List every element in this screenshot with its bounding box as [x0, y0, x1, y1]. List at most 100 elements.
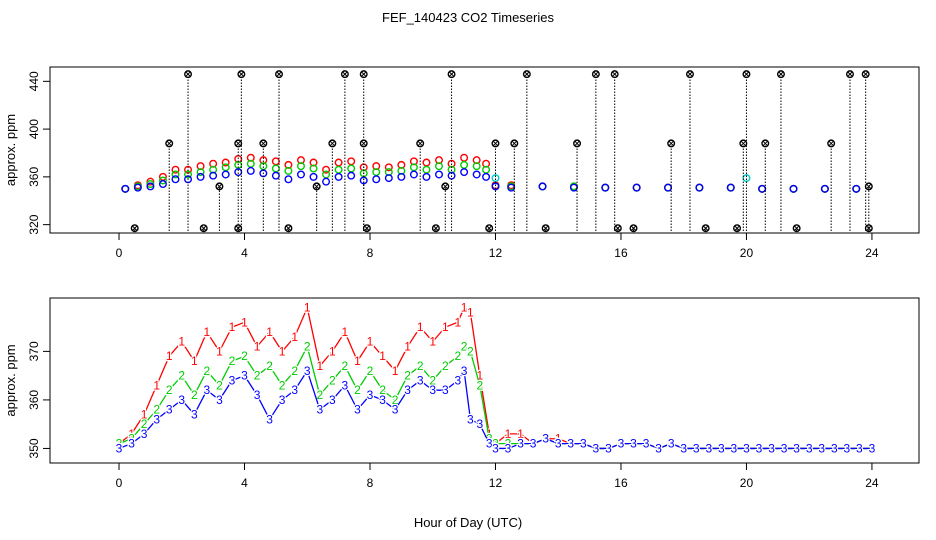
point-label: 1 [429, 335, 436, 349]
point-label: 1 [141, 407, 148, 421]
x-tick-label: 16 [614, 476, 628, 490]
plot-frame [49, 297, 920, 464]
data-point [171, 175, 180, 184]
data-point [334, 172, 343, 181]
data-point [271, 164, 280, 173]
data-point [146, 182, 155, 191]
point-label: 3 [580, 437, 587, 451]
point-label: 3 [731, 441, 738, 455]
data-point [171, 165, 180, 174]
data-point [347, 171, 356, 180]
series-3 [491, 174, 751, 183]
data-point [384, 163, 393, 172]
point-label: 3 [768, 441, 775, 455]
x-tick-label: 8 [367, 246, 374, 260]
point-cross [449, 71, 454, 77]
data-point [322, 165, 331, 174]
data-point [184, 70, 193, 79]
point-label: 3 [476, 417, 483, 431]
point-label: 3 [266, 412, 273, 426]
x-tick-label: 20 [740, 246, 754, 260]
point-cross [866, 184, 872, 189]
point-label: 3 [204, 383, 211, 397]
data-point [422, 158, 431, 167]
point-cross [201, 225, 207, 231]
point-label: 2 [153, 403, 160, 417]
point-label: 3 [505, 441, 512, 455]
data-point [130, 224, 139, 233]
point-label: 2 [116, 437, 123, 451]
point-cross [524, 71, 530, 77]
point-label: 3 [316, 403, 323, 417]
data-point [435, 162, 444, 171]
point-label: 3 [342, 378, 349, 392]
data-point [362, 224, 371, 233]
point-label: 3 [806, 441, 813, 455]
point-label: 3 [467, 412, 474, 426]
data-point [296, 170, 305, 179]
data-point [852, 184, 861, 193]
top-panel: 0 4 8 12 16 20 24 320 360 400 440 approx. ppm [3, 66, 920, 260]
point-cross [847, 71, 853, 77]
data-point [510, 139, 519, 148]
point-label: 1 [505, 427, 512, 441]
point-label: 1 [178, 335, 185, 349]
point-label: 3 [329, 393, 336, 407]
point-label: 3 [856, 441, 863, 455]
data-point [347, 164, 356, 173]
point-cross [442, 184, 448, 189]
point-label: 2 [417, 359, 424, 373]
data-point [861, 70, 870, 79]
data-point [275, 70, 284, 79]
point-label: 3 [461, 364, 468, 378]
point-cross [863, 71, 869, 77]
point-label: 3 [668, 437, 675, 451]
point-label: 1 [517, 427, 524, 441]
point-label: 3 [166, 403, 173, 417]
data-point [328, 139, 337, 148]
x-tick-label: 12 [489, 246, 503, 260]
data-point [422, 165, 431, 174]
point-label: 1 [229, 320, 236, 334]
point-cross [828, 141, 834, 146]
data-point [133, 183, 142, 192]
point-label: 1 [404, 340, 411, 354]
point-label: 3 [743, 441, 750, 455]
x-tick-label: 8 [367, 476, 374, 490]
point-cross [794, 225, 800, 231]
point-label: 2 [379, 383, 386, 397]
point-label: 2 [216, 378, 223, 392]
data-point [435, 170, 444, 179]
point-label: 1 [379, 349, 386, 363]
point-label: 3 [279, 393, 286, 407]
data-point [334, 165, 343, 174]
point-label: 1 [354, 354, 361, 368]
y-axis-label: approx. ppm [3, 114, 18, 186]
series-4 [130, 70, 873, 233]
data-point [827, 139, 836, 148]
point-label: 1 [266, 325, 273, 339]
data-point [538, 182, 547, 191]
point-cross [286, 225, 291, 231]
point-label: 1 [291, 330, 298, 344]
point-label: 2 [128, 432, 135, 446]
data-point [409, 170, 418, 179]
point-cross [493, 141, 498, 146]
point-cross [486, 225, 492, 231]
point-label: 2 [492, 437, 499, 451]
point-cross [342, 71, 348, 77]
point-label: 1 [869, 441, 876, 455]
point-label: 3 [655, 441, 662, 455]
data-point [146, 177, 155, 186]
point-label: 3 [241, 369, 248, 383]
series-0 [121, 153, 861, 193]
data-point [447, 70, 456, 79]
point-cross [364, 225, 370, 231]
point-label: 1 [392, 364, 399, 378]
data-point [667, 139, 676, 148]
point-label: 2 [166, 383, 173, 397]
data-point [591, 70, 600, 79]
data-point [701, 224, 710, 233]
